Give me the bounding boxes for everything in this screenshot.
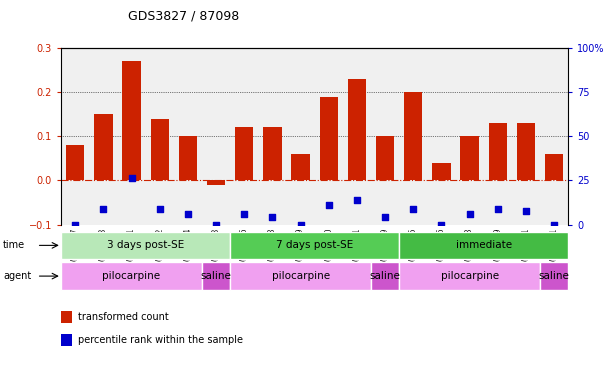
Bar (230, 262, 371, 290)
Text: 7 days post-SE: 7 days post-SE (276, 240, 353, 250)
Bar (399, 262, 540, 290)
Bar (433, 163, 450, 180)
Bar (376, 136, 394, 180)
Text: immediate: immediate (456, 240, 512, 250)
Bar (179, 136, 197, 180)
Text: GDS3827 / 87098: GDS3827 / 87098 (128, 10, 239, 23)
Text: transformed count: transformed count (78, 312, 169, 322)
Point (70, 222, 80, 228)
Point (211, 222, 221, 228)
Point (465, 210, 475, 217)
Bar (230, 232, 399, 259)
Point (126, 175, 136, 181)
Text: saline: saline (200, 271, 232, 281)
Bar (404, 92, 422, 180)
Text: pilocarpine: pilocarpine (103, 271, 161, 281)
Point (380, 214, 390, 220)
Point (183, 210, 193, 217)
Bar (540, 262, 568, 290)
Bar (489, 123, 507, 180)
Point (352, 197, 362, 204)
Point (240, 210, 249, 217)
Bar (202, 262, 230, 290)
Bar (291, 154, 310, 180)
Text: saline: saline (539, 271, 569, 281)
Point (408, 206, 418, 212)
Bar (94, 114, 112, 180)
Bar (207, 180, 225, 185)
Text: agent: agent (3, 271, 31, 281)
Bar (122, 61, 141, 180)
Point (521, 207, 531, 214)
Text: pilocarpine: pilocarpine (441, 271, 499, 281)
Point (549, 222, 559, 228)
Point (436, 222, 446, 228)
Point (155, 206, 164, 212)
Point (296, 222, 306, 228)
Point (98, 206, 108, 212)
Bar (545, 154, 563, 180)
Point (493, 206, 503, 212)
Bar (66, 145, 84, 180)
Bar (399, 232, 568, 259)
Bar (235, 127, 254, 180)
Text: saline: saline (370, 271, 401, 281)
Bar (61, 262, 202, 290)
Bar (371, 262, 399, 290)
Point (324, 202, 334, 208)
Bar (61, 232, 230, 259)
Bar (150, 119, 169, 180)
Point (268, 214, 277, 220)
Bar (263, 127, 282, 180)
Text: time: time (3, 240, 25, 250)
Text: 3 days post-SE: 3 days post-SE (107, 240, 185, 250)
Text: percentile rank within the sample: percentile rank within the sample (78, 335, 243, 345)
Text: pilocarpine: pilocarpine (271, 271, 330, 281)
Bar (320, 97, 338, 180)
Bar (517, 123, 535, 180)
Bar (348, 79, 366, 180)
Bar (461, 136, 479, 180)
